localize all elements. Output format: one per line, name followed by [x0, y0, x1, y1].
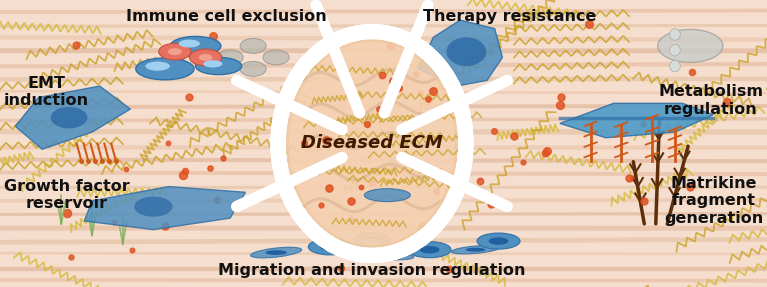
Ellipse shape [446, 37, 486, 66]
Ellipse shape [658, 30, 723, 63]
Ellipse shape [364, 242, 389, 252]
Text: Immune cell exclusion: Immune cell exclusion [126, 9, 327, 24]
Ellipse shape [240, 61, 266, 76]
Polygon shape [560, 103, 713, 138]
Circle shape [320, 243, 340, 251]
Ellipse shape [670, 60, 680, 72]
Circle shape [408, 242, 451, 258]
Ellipse shape [369, 237, 388, 248]
Ellipse shape [217, 50, 243, 65]
Circle shape [477, 233, 520, 249]
Ellipse shape [199, 54, 212, 61]
Ellipse shape [364, 189, 410, 201]
Ellipse shape [670, 44, 680, 56]
Text: Metabolism
regulation: Metabolism regulation [658, 84, 763, 117]
Ellipse shape [356, 237, 375, 248]
Circle shape [420, 246, 439, 253]
Ellipse shape [265, 250, 287, 255]
Text: Matrikine
fragment
generation: Matrikine fragment generation [664, 176, 763, 226]
Ellipse shape [134, 197, 173, 217]
Ellipse shape [263, 50, 289, 65]
Ellipse shape [355, 242, 380, 252]
Polygon shape [15, 86, 130, 149]
Circle shape [136, 58, 194, 80]
Ellipse shape [670, 29, 680, 40]
Ellipse shape [168, 48, 182, 55]
Ellipse shape [251, 247, 301, 258]
Ellipse shape [355, 233, 380, 243]
Ellipse shape [288, 40, 456, 247]
Text: Therapy resistance: Therapy resistance [423, 9, 597, 24]
Text: Diseased ECM: Diseased ECM [301, 135, 443, 152]
Circle shape [203, 60, 222, 67]
Ellipse shape [240, 38, 266, 53]
Circle shape [196, 57, 242, 75]
Circle shape [489, 237, 509, 245]
Ellipse shape [466, 248, 486, 252]
Polygon shape [84, 187, 245, 230]
Circle shape [170, 36, 221, 55]
Ellipse shape [357, 232, 387, 240]
Text: Migration and invasion regulation: Migration and invasion regulation [219, 263, 525, 278]
Ellipse shape [354, 251, 413, 260]
Circle shape [179, 40, 200, 48]
Circle shape [146, 62, 170, 71]
Ellipse shape [357, 245, 387, 253]
Ellipse shape [371, 253, 396, 258]
Text: EMT
induction: EMT induction [4, 76, 89, 108]
Text: Growth factor
reservoir: Growth factor reservoir [4, 179, 130, 211]
Circle shape [308, 239, 351, 255]
Circle shape [361, 238, 383, 247]
Ellipse shape [189, 49, 222, 66]
Ellipse shape [159, 43, 191, 60]
Ellipse shape [451, 245, 500, 254]
Ellipse shape [51, 107, 87, 129]
Polygon shape [418, 20, 502, 86]
Ellipse shape [364, 233, 389, 243]
